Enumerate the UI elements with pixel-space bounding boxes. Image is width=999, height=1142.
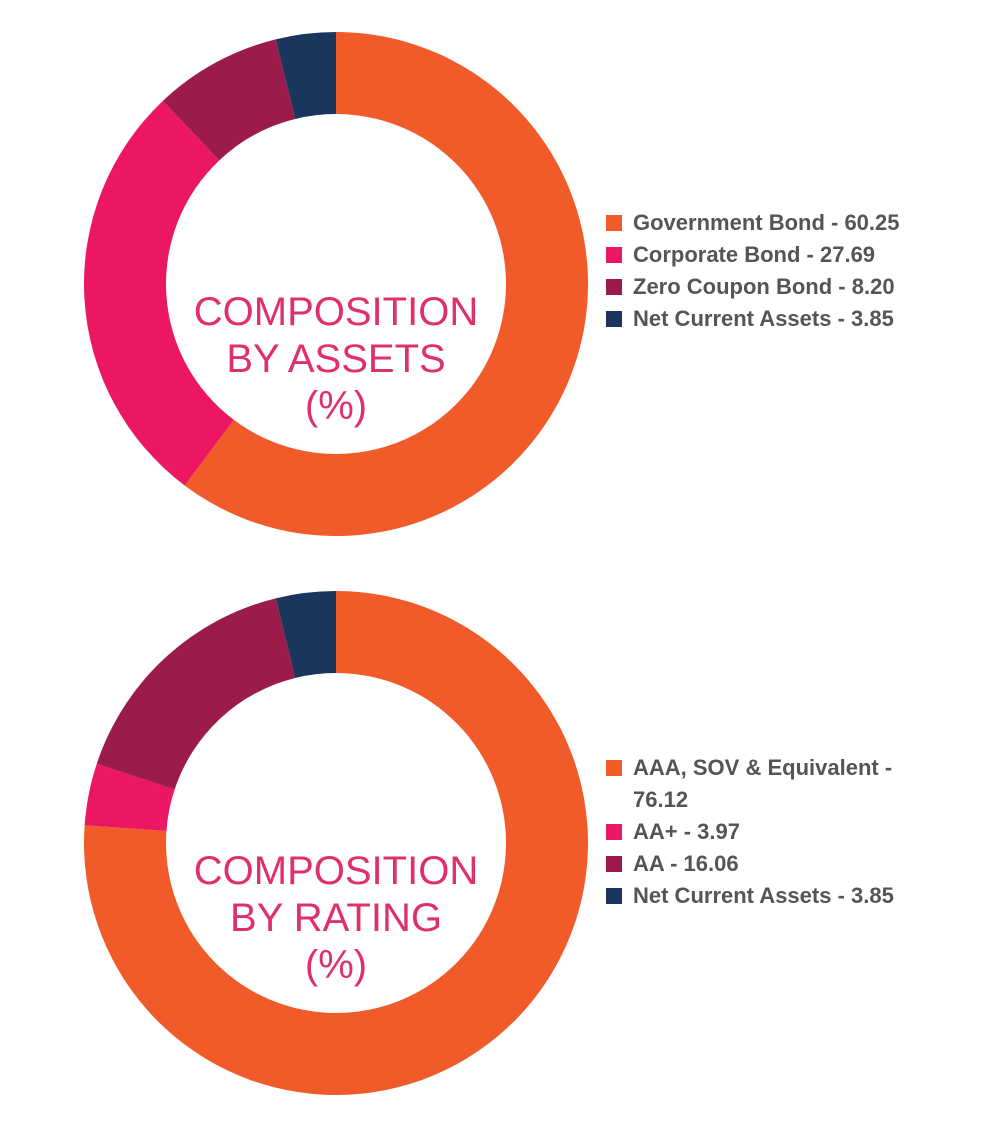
assets-legend: Government Bond - 60.25 Corporate Bond -… [606,207,966,335]
legend-label: Net Current Assets - 3.85 [633,306,894,331]
title-line: BY ASSETS [226,337,446,381]
donut-slice-corporate-bond [83,100,234,486]
legend-label: Corporate Bond - 27.69 [633,242,876,267]
donut-slice-net-current-assets [275,32,336,119]
title-line: COMPOSITION [193,290,479,334]
donut-slice-aa [96,598,296,790]
donut-slice-government-bond [184,32,589,536]
donut-slice-aa [84,763,175,832]
legend-swatch [606,760,622,776]
title-line: (%) [304,943,368,987]
title-line: COMPOSITION [193,849,479,893]
legend-swatch [606,279,622,295]
legend-swatch [606,824,622,840]
assets-donut-chart [83,32,589,536]
legend-label: Net Current Assets - 3.85 [633,883,894,908]
legend-item: AA+ - 3.97 [606,816,936,848]
donut-slice-net-current-assets [275,591,336,678]
legend-label: Zero Coupon Bond - 8.20 [633,274,895,299]
legend-item: Zero Coupon Bond - 8.20 [606,271,966,303]
title-line: (%) [304,384,368,428]
legend-swatch [606,247,622,263]
legend-label: AA - 16.06 [633,851,739,876]
rating-chart-title: COMPOSITION BY RATING (%) [166,848,506,989]
legend-item: Government Bond - 60.25 [606,207,966,239]
legend-label: AAA, SOV & Equivalent - 76.12 [633,755,893,812]
legend-item: Net Current Assets - 3.85 [606,880,936,912]
legend-item: AA - 16.06 [606,848,936,880]
rating-donut-chart [84,591,589,1095]
title-line: BY RATING [230,896,442,940]
legend-item: Corporate Bond - 27.69 [606,239,966,271]
donut-slice-aaa-sov-equivalent [84,591,589,1095]
legend-label: AA+ - 3.97 [633,819,740,844]
legend-item: Net Current Assets - 3.85 [606,303,966,335]
legend-swatch [606,311,622,327]
legend-swatch [606,215,622,231]
legend-item: AAA, SOV & Equivalent - 76.12 [606,752,936,816]
legend-swatch [606,888,622,904]
rating-legend: AAA, SOV & Equivalent - 76.12 AA+ - 3.97… [606,752,936,912]
legend-swatch [606,856,622,872]
donut-slice-zero-coupon-bond [162,39,296,161]
legend-label: Government Bond - 60.25 [633,210,900,235]
assets-chart-title: COMPOSITION BY ASSETS (%) [166,289,506,430]
